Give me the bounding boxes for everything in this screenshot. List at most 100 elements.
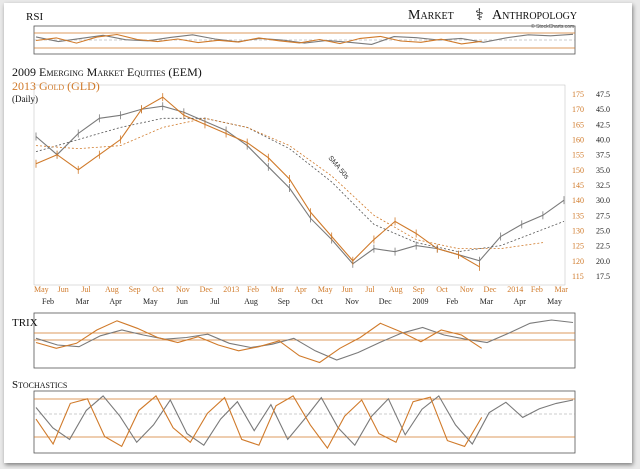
x-bottom-tick-label: May (143, 297, 158, 306)
x-top-tick-label: Oct (152, 285, 164, 294)
x-top-tick-label: Sep (129, 285, 141, 294)
gld-tick-label: 140 (572, 196, 584, 205)
chart-note: (Daily) (12, 94, 38, 104)
gld-tick-label: 175 (572, 90, 584, 99)
x-top-tick-label: Jul (365, 285, 375, 294)
gld-tick-label: 120 (572, 257, 584, 266)
trix-label: TRIX (12, 317, 38, 329)
brand-left: Market (408, 8, 454, 23)
price-panel: 2009 Emerging Market Equities (EEM) 2013… (12, 65, 610, 306)
stochastics-series-line (35, 395, 574, 447)
x-bottom-tick-label: Apr (109, 297, 122, 306)
x-top-tick-label: Aug (105, 285, 119, 294)
x-top-tick-label: Jun (58, 285, 69, 294)
x-bottom-tick-label: Dec (379, 297, 392, 306)
gld-tick-label: 135 (572, 211, 584, 220)
x-top-tick-label: Sep (413, 285, 425, 294)
eem-tick-label: 32.5 (596, 181, 610, 190)
chart-title: 2009 Emerging Market Equities (EEM) (12, 65, 202, 79)
stoch-panel-border (33, 390, 576, 454)
stochastics-panel: Stochastics (12, 379, 576, 454)
x-bottom-tick-label: Mar (480, 297, 494, 306)
gld-tick-label: 115 (572, 272, 584, 281)
gld-axis: 175 170 165 160 155 150 145 140 135 130 125 120 115 (572, 90, 584, 281)
rsi-panel: RSI (26, 11, 576, 55)
x-bottom-tick-label: Sep (278, 297, 290, 306)
x-bottom-tick-label: Feb (446, 297, 458, 306)
rsi-label: RSI (26, 11, 43, 23)
x-bottom-tick-label: Aug (244, 297, 258, 306)
price-panel-border (33, 84, 566, 286)
eem-tick-label: 27.5 (596, 211, 610, 220)
eem-tick-label: 37.5 (596, 151, 610, 160)
chart-canvas: RSI Market ⚕ Anthropology © StockCharts.… (12, 7, 610, 454)
price-series-line (35, 96, 480, 268)
rsi-series-line (35, 33, 482, 45)
gld-tick-label: 170 (572, 105, 584, 114)
rsi-series-line (35, 33, 574, 45)
x-top-tick-label: Dec (484, 285, 497, 294)
gld-tick-label: 125 (572, 242, 584, 251)
brand-logo: Market ⚕ Anthropology © StockCharts.com (408, 7, 577, 30)
x-bottom-tick-label: Feb (42, 297, 54, 306)
brand-right: Anthropology (492, 8, 577, 23)
price-series-line (35, 117, 565, 253)
x-top-tick-label: Nov (176, 285, 190, 294)
eem-tick-label: 20.0 (596, 257, 610, 266)
x-axis-bottom: Feb Mar Apr May Jun Jul Aug Sep Oct Nov Dec 2009 Feb… (42, 297, 562, 306)
x-top-tick-label: 2014 (507, 285, 523, 294)
price-lines (35, 93, 565, 271)
rsi-lines (35, 33, 574, 45)
x-top-tick-label: May (318, 285, 333, 294)
x-top-tick-label: Jul (81, 285, 91, 294)
eem-tick-label: 22.5 (596, 242, 610, 251)
trix-lines (35, 319, 574, 364)
x-top-tick-label: Nov (460, 285, 474, 294)
eem-tick-label: 17.5 (596, 272, 610, 281)
trix-series-line (35, 320, 483, 364)
brand-credit: © StockCharts.com (531, 23, 574, 30)
x-top-tick-label: Mar (271, 285, 285, 294)
x-bottom-tick-label: Apr (513, 297, 526, 306)
x-bottom-tick-label: Mar (76, 297, 90, 306)
eem-tick-label: 45.0 (596, 105, 610, 114)
gld-tick-label: 145 (572, 181, 584, 190)
stochastics-lines (35, 395, 574, 450)
sma-annotation: SMA 50s (326, 155, 350, 181)
gld-tick-label: 165 (572, 120, 584, 129)
chart-frame: RSI Market ⚕ Anthropology © StockCharts.… (4, 3, 632, 463)
x-bottom-tick-label: Jun (177, 297, 188, 306)
trix-panel: TRIX (12, 312, 576, 369)
x-top-tick-label: 2013 (223, 285, 239, 294)
x-top-tick-label: Mar (555, 285, 569, 294)
eem-tick-label: 47.5 (596, 90, 610, 99)
stochastics-series-line (35, 395, 483, 450)
gld-tick-label: 155 (572, 151, 584, 160)
x-bottom-tick-label: 2009 (412, 297, 428, 306)
price-series-line (35, 105, 565, 265)
eem-tick-label: 40.0 (596, 136, 610, 145)
trix-panel-border (33, 312, 576, 369)
price-series-line (35, 117, 543, 250)
gld-tick-label: 130 (572, 226, 584, 235)
trix-series-line (35, 319, 574, 361)
x-top-tick-label: Feb (247, 285, 259, 294)
dna-icon: ⚕ (475, 7, 484, 24)
chart-subtitle: 2013 Gold (GLD) (12, 79, 100, 93)
x-top-tick-label: Oct (436, 285, 448, 294)
x-top-tick-label: Jun (342, 285, 353, 294)
x-bottom-tick-label: Jul (210, 297, 220, 306)
x-top-tick-label: May (34, 285, 49, 294)
gld-tick-label: 150 (572, 166, 584, 175)
eem-tick-label: 25.0 (596, 226, 610, 235)
x-bottom-tick-label: Nov (345, 297, 359, 306)
x-bottom-tick-label: May (547, 297, 562, 306)
eem-tick-label: 35.0 (596, 166, 610, 175)
gld-tick-label: 160 (572, 136, 584, 145)
eem-tick-label: 30.0 (596, 196, 610, 205)
x-top-tick-label: Feb (531, 285, 543, 294)
eem-axis: 47.5 45.0 42.5 40.0 37.5 35.0 32.5 30.0 27.5 25.0… (596, 90, 610, 281)
x-top-tick-label: Dec (200, 285, 213, 294)
x-axis-top: May Jun Jul Aug Sep Oct Nov Dec 2013 Feb Mar Apr May… (34, 285, 568, 294)
x-top-tick-label: Aug (389, 285, 403, 294)
